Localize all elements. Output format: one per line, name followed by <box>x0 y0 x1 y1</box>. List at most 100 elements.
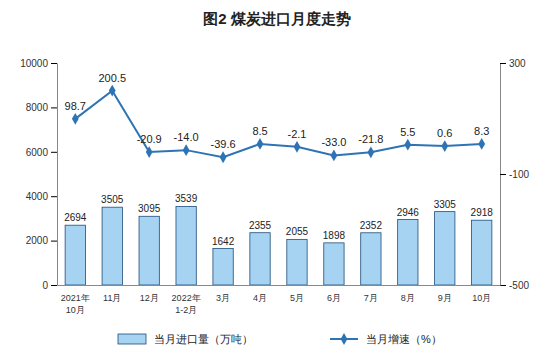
marker <box>478 138 485 150</box>
x-tick: 6月 <box>327 293 341 303</box>
bar <box>287 239 307 285</box>
chart: 图2 煤炭进口月度走势 0 2000 4000 6000 8000 10000 -500 -10… <box>0 0 554 353</box>
plot-area <box>65 85 492 285</box>
y2-axis: -500 -100 300 <box>500 58 529 291</box>
x-tick-label: 8月 <box>401 293 415 303</box>
x-tick: 9月 <box>438 293 452 303</box>
x-axis: 2021年10月11月12月2022年1-2月3月4月5月6月7月8月9月10月 <box>58 286 501 315</box>
bar <box>102 207 122 285</box>
x-tick-label: 2022年1-2月 <box>172 293 201 314</box>
y-tick: 6000 <box>26 147 57 158</box>
x-tick: 10月 <box>472 293 491 303</box>
x-tick: 11月 <box>103 293 121 303</box>
bar-label: 3539 <box>175 193 198 204</box>
y-tick: 8000 <box>26 102 57 113</box>
bar <box>398 220 418 285</box>
line-label: 200.5 <box>98 72 126 84</box>
bar-label: 2946 <box>397 207 420 218</box>
line <box>75 91 481 158</box>
y2-tick: 300 <box>500 58 526 69</box>
legend-label: 当月增速（%） <box>366 333 442 345</box>
marker <box>404 139 411 151</box>
legend-item: 当月进口量（万吨） <box>118 333 253 345</box>
y-tick-mark <box>51 152 57 153</box>
line-label: -2.1 <box>287 128 306 140</box>
data-labels: 2694350530953539164223552055189823522946… <box>64 72 493 247</box>
y2-tick-mark <box>500 174 506 175</box>
marker <box>183 144 190 156</box>
line-label: -21.8 <box>358 133 383 145</box>
marker <box>220 151 227 163</box>
bar <box>139 216 159 285</box>
y-axis: 0 2000 4000 6000 8000 10000 <box>20 58 57 291</box>
x-tick: 4月 <box>253 293 267 303</box>
x-tick-label: 11月 <box>103 293 121 303</box>
marker <box>294 141 301 153</box>
bar <box>472 220 492 285</box>
y2-tick-label: -500 <box>509 280 529 291</box>
bar-label: 3505 <box>101 194 124 205</box>
line-label: -39.6 <box>211 138 236 150</box>
line-label: 0.6 <box>437 127 452 139</box>
x-axis-line <box>58 285 501 286</box>
y-tick-label: 4000 <box>26 191 49 202</box>
x-tick-label: 6月 <box>327 293 341 303</box>
legend: 当月进口量（万吨） 当月增速（%） <box>118 333 442 345</box>
y-tick: 0 <box>42 280 57 291</box>
line-label: 8.3 <box>474 125 489 137</box>
x-tick-label: 2021年10月 <box>61 293 90 314</box>
x-tick: 5月 <box>290 293 304 303</box>
x-tick: 2021年10月 <box>61 293 90 314</box>
y-tick-mark <box>51 196 57 197</box>
x-tick-label: 7月 <box>364 293 378 303</box>
x-tick-label: 4月 <box>253 293 267 303</box>
bar-label: 1642 <box>212 236 235 247</box>
y-tick: 4000 <box>26 191 57 202</box>
legend-marker <box>341 333 348 345</box>
marker <box>367 146 374 158</box>
x-tick: 2022年1-2月 <box>172 293 201 314</box>
bar <box>435 212 455 285</box>
marker <box>331 150 338 162</box>
y-tick-label: 8000 <box>26 102 49 113</box>
marker <box>146 146 153 158</box>
bar-label: 2055 <box>286 226 309 237</box>
marker <box>441 140 448 152</box>
line-label: -20.9 <box>137 133 162 145</box>
bar <box>65 225 85 285</box>
marker <box>72 113 79 125</box>
bar <box>250 233 270 285</box>
x-tick-label: 5月 <box>290 293 304 303</box>
bar <box>361 233 381 285</box>
line-label: 8.5 <box>252 125 267 137</box>
x-tick: 8月 <box>401 293 415 303</box>
y-tick-label: 10000 <box>20 58 48 69</box>
line-label: -14.0 <box>174 131 199 143</box>
y-tick-label: 2000 <box>26 235 49 246</box>
bar-label: 3095 <box>138 203 161 214</box>
line-label: -33.0 <box>321 136 346 148</box>
bar-label: 3305 <box>434 199 457 210</box>
line-label: 5.5 <box>400 126 415 138</box>
y2-tick-mark <box>500 63 506 64</box>
y2-tick-label: -100 <box>509 169 529 180</box>
bar-label: 2694 <box>64 212 87 223</box>
x-tick: 3月 <box>216 293 230 303</box>
bar-label: 2355 <box>249 220 272 231</box>
y-tick-mark <box>51 107 57 108</box>
y-axis-line <box>57 64 58 286</box>
x-tick-label: 9月 <box>438 293 452 303</box>
marker <box>109 85 116 97</box>
y-tick: 2000 <box>26 235 57 246</box>
y-tick: 10000 <box>20 58 57 69</box>
bar <box>176 206 196 285</box>
title: 图2 煤炭进口月度走势 <box>203 10 351 27</box>
y-tick-label: 6000 <box>26 147 49 158</box>
x-tick-label: 3月 <box>216 293 230 303</box>
legend-item: 当月增速（%） <box>330 333 442 345</box>
x-tick: 7月 <box>364 293 378 303</box>
y-tick-mark <box>51 241 57 242</box>
legend-label: 当月进口量（万吨） <box>154 333 253 345</box>
y2-tick: -100 <box>500 169 529 180</box>
y-tick-mark <box>51 285 57 286</box>
